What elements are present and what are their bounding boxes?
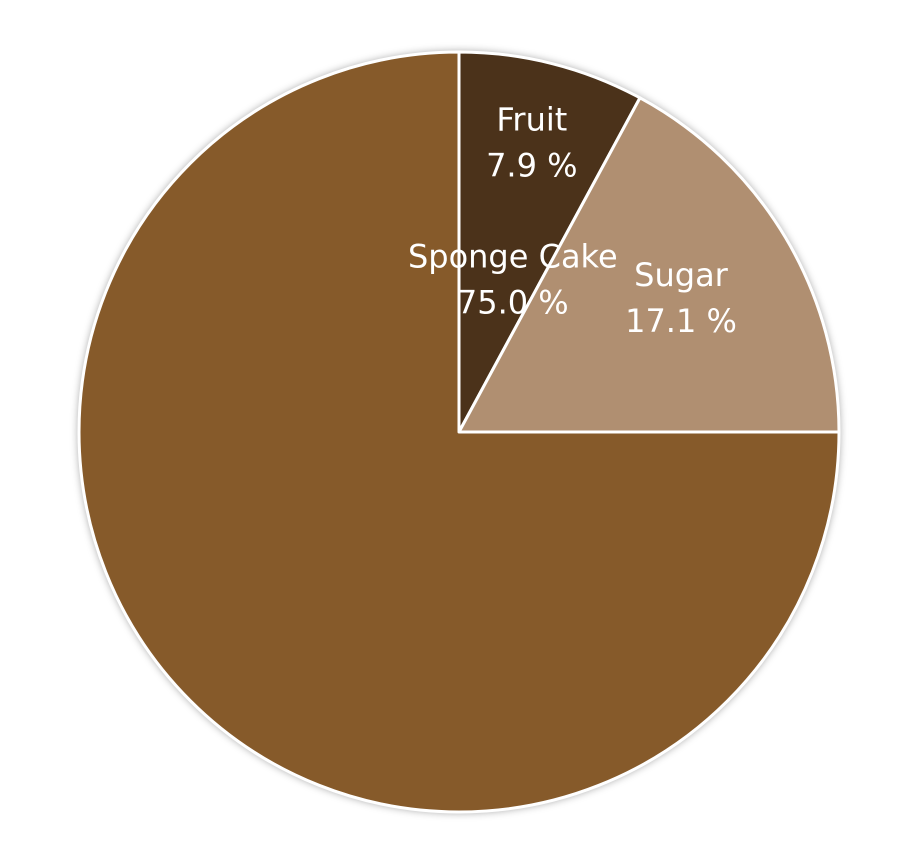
slice-value-label: 75.0 % (457, 284, 569, 322)
slice-label: Sponge Cake (408, 238, 618, 276)
slice-label: Fruit (496, 101, 567, 139)
slice-value-label: 7.9 % (486, 147, 577, 185)
pie-slice (457, 96, 841, 434)
labels: Fruit 7.9 % Sugar 17.1 %Sponge Cake 75.0 % (408, 101, 737, 340)
slice-label: Sugar (634, 256, 729, 294)
pie (77, 50, 841, 814)
pie-slice (457, 50, 642, 434)
slice-value-label: 17.1 % (625, 302, 737, 340)
pie-slice (77, 50, 841, 814)
